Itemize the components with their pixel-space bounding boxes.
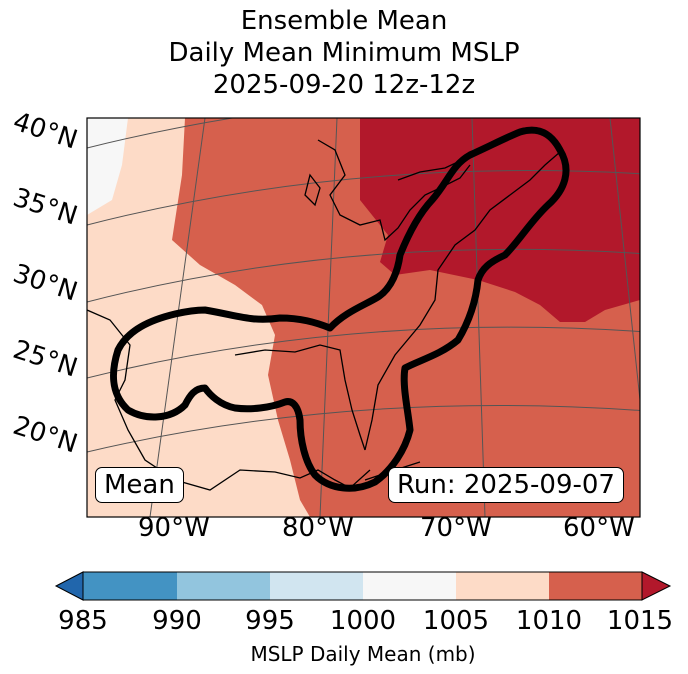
colorbar-label: MSLP Daily Mean (mb) [250,642,476,666]
lon-label-70w: 70°W [420,513,492,543]
colorbar-tick-1005: 1005 [422,606,490,636]
colorbar-outline [82,571,643,601]
ensemble-mean-contour [109,126,570,492]
colorbar-tick-985: 985 [58,606,108,636]
colorbar-tick-995: 995 [245,606,295,636]
colorbar-tick-1000: 1000 [329,606,397,636]
lon-label-60w: 60°W [563,513,635,543]
colorbar-segment-985-990 [83,572,177,600]
pressure-1000-1005-region [87,118,128,215]
title-line-3: 2025-09-20 12z-12z [212,70,476,100]
title-line-1: Ensemble Mean [240,6,448,36]
lon-label-90w: 90°W [138,513,210,543]
map-plot-area [87,118,640,517]
mean-label: Mean [95,467,184,503]
map-frame [86,117,641,518]
latitude-gridlines [87,118,640,453]
colorbar-segment-1005-1010 [456,572,549,600]
colorbar-tick-1015: 1015 [606,606,674,636]
colorbar-extend-high [641,571,672,601]
lon-label-80w: 80°W [282,513,354,543]
colorbar-segment-1000-1005 [363,572,456,600]
colorbar-segment-995-1000 [270,572,363,600]
run-date-label: Run: 2025-09-07 [388,467,624,503]
colorbar-extend-low [54,571,84,601]
colorbar-tick-1010: 1010 [515,606,583,636]
colorbar-segment-990-995 [177,572,270,600]
colorbar [54,571,672,601]
longitude-gridlines [149,118,640,517]
pressure-above-1015-region [360,118,640,322]
colorbar-tick-990: 990 [152,606,202,636]
colorbar-segment-1010-1015 [549,572,642,600]
title-line-2: Daily Mean Minimum MSLP [168,38,520,68]
